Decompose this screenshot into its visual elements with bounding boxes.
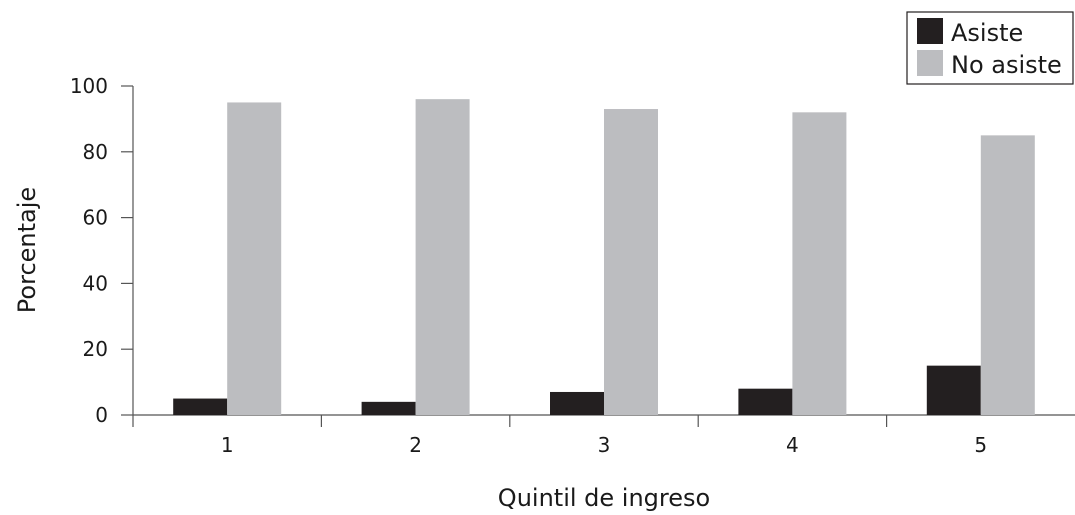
legend-label-asiste: Asiste — [951, 19, 1023, 47]
bar-marks — [173, 99, 1035, 415]
y-axis-ticks: 0 20 40 60 80 100 — [70, 74, 133, 427]
y-tick-label: 100 — [70, 74, 108, 98]
bar-asiste-q2 — [361, 401, 416, 415]
y-tick-label: 60 — [83, 206, 108, 230]
legend-swatch-asiste — [917, 18, 943, 44]
x-tick-label: 4 — [786, 433, 799, 457]
x-axis-ticks: 1 2 3 4 5 — [132, 415, 987, 457]
legend-swatch-no-asiste — [917, 50, 943, 76]
bar-no-asiste-q2 — [415, 99, 470, 415]
legend-label-no-asiste: No asiste — [951, 51, 1062, 79]
x-tick-label: 1 — [221, 433, 234, 457]
legend: Asiste No asiste — [906, 11, 1074, 85]
x-tick-label: 2 — [409, 433, 422, 457]
y-tick-label: 80 — [83, 140, 108, 164]
bar-asiste-q5 — [926, 365, 981, 415]
bar-no-asiste-q4 — [792, 112, 847, 415]
x-tick-label: 3 — [598, 433, 611, 457]
bar-no-asiste-q1 — [227, 102, 282, 415]
bar-asiste-q1 — [173, 398, 228, 415]
x-axis-title: Quintil de ingreso — [498, 484, 710, 512]
y-tick-label: 40 — [83, 271, 108, 295]
y-tick-label: 20 — [83, 337, 108, 361]
bar-asiste-q3 — [550, 391, 604, 415]
y-tick-label: 0 — [95, 403, 108, 427]
bar-no-asiste-q3 — [604, 109, 658, 415]
bar-no-asiste-q5 — [980, 135, 1035, 415]
y-axis-title: Porcentaje — [13, 187, 41, 313]
bar-asiste-q4 — [738, 388, 793, 415]
x-tick-label: 5 — [974, 433, 987, 457]
